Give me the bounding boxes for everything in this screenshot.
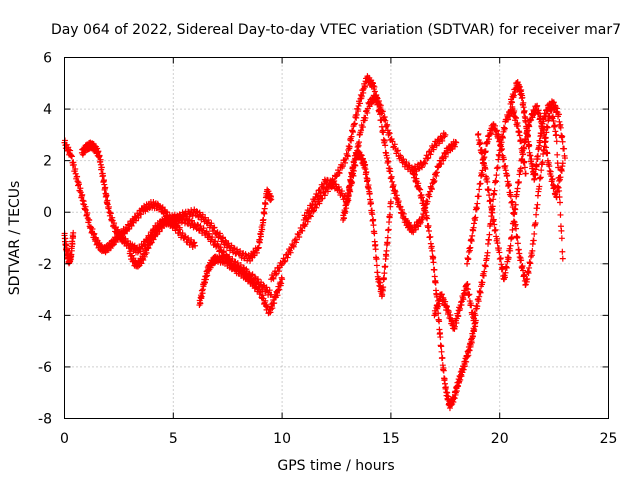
series-track-f xyxy=(170,186,275,264)
series-trace xyxy=(475,102,566,282)
x-tick-label: 20 xyxy=(491,431,509,447)
y-tick-label: 6 xyxy=(43,51,52,67)
grid-lines xyxy=(64,57,609,419)
series-trace xyxy=(464,99,568,288)
series-trace xyxy=(196,253,285,317)
data-point xyxy=(487,204,494,211)
x-tick-label: 10 xyxy=(273,431,291,447)
chart-title: Day 064 of 2022, Sidereal Day-to-day VTE… xyxy=(51,22,621,38)
data-point xyxy=(383,247,390,254)
x-tick-label: 0 xyxy=(60,431,69,447)
y-axis-label: SDTVAR / TECUs xyxy=(7,181,23,296)
series-track-i xyxy=(340,147,394,300)
data-series-layer xyxy=(61,73,568,412)
y-tick-label: -2 xyxy=(38,257,52,273)
series-track-g xyxy=(268,73,460,283)
series-track-m xyxy=(474,102,566,283)
data-point xyxy=(559,255,566,262)
x-tick-label: 5 xyxy=(169,431,178,447)
series-trace xyxy=(431,103,529,332)
y-tick-label: 0 xyxy=(43,205,52,221)
y-tick-label: -4 xyxy=(38,308,52,324)
series-track-n xyxy=(507,79,566,262)
plot-frame xyxy=(64,57,609,419)
data-point xyxy=(507,242,514,249)
data-point xyxy=(464,260,471,267)
series-trace xyxy=(340,147,394,300)
series-track-c xyxy=(78,139,199,256)
x-axis-label: GPS time / hours xyxy=(277,458,394,474)
x-tick-label: 25 xyxy=(600,431,618,447)
axis-ticks: 0 5 10 15 20 25 -8 -6 -4 -2 0 2 4 6 xyxy=(38,51,617,448)
series-trace xyxy=(508,79,566,255)
series-trace xyxy=(171,186,274,264)
data-point xyxy=(370,222,377,229)
y-tick-label: 2 xyxy=(43,154,52,170)
y-tick-label: -6 xyxy=(38,360,52,376)
series-trace xyxy=(79,139,198,256)
x-tick-label: 15 xyxy=(382,431,400,447)
series-track-k xyxy=(431,103,529,332)
series-track-e xyxy=(196,253,286,317)
y-tick-label: 4 xyxy=(43,102,52,118)
series-track-l xyxy=(464,98,568,288)
y-tick-label: -8 xyxy=(38,412,52,428)
series-track-b xyxy=(61,229,77,267)
